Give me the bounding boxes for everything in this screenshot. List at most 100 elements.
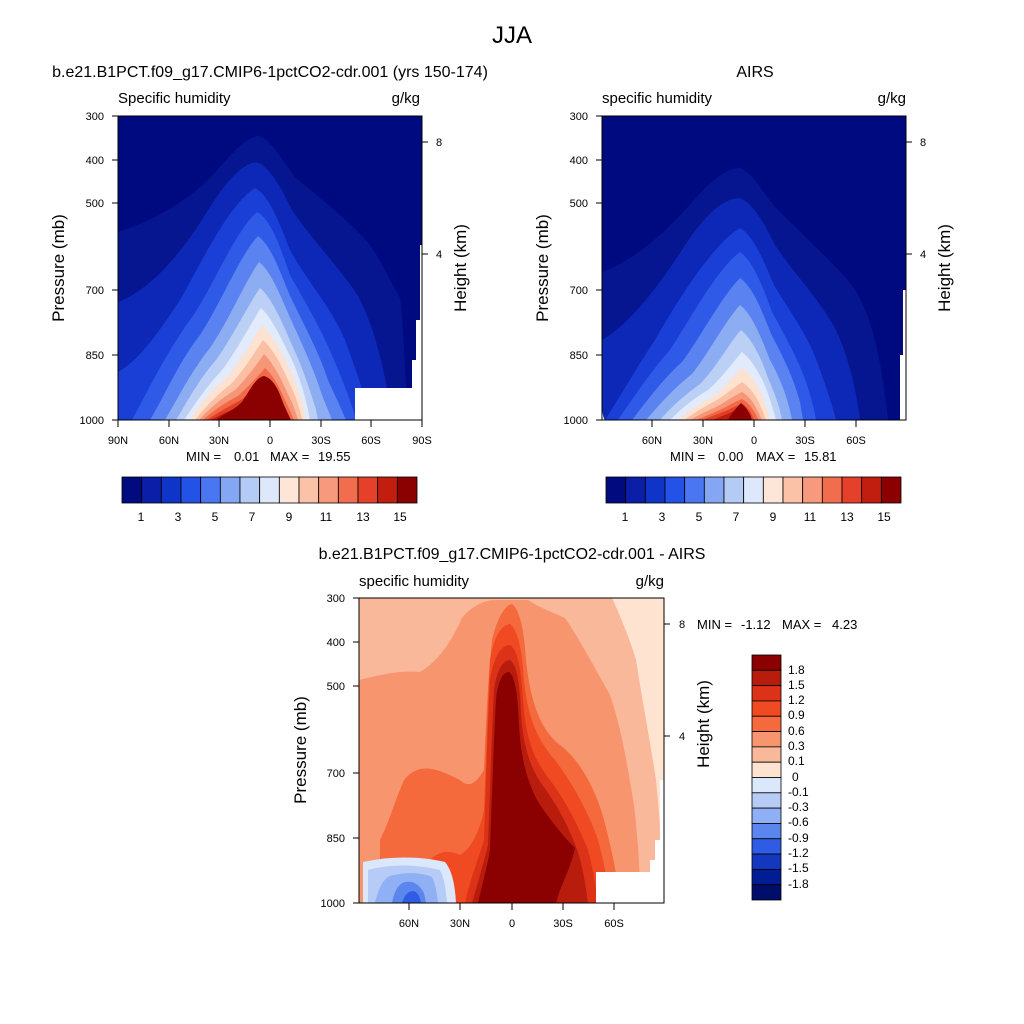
stats-readout: MIN = -1.12 MAX = 4.23 [697,617,857,632]
missing-data-region [596,780,664,903]
panel-airs-subtitle-right: g/kg [878,90,906,107]
colorbar-swatch [751,792,782,809]
colorbar-swatch [605,476,627,504]
x-ticks: 60N 30N 0 30S 60S [399,903,624,930]
colorbar-swatch [821,476,843,504]
panel-airs: AIRS specific humidity g/kg [533,64,954,524]
x-ticks: 60N 30N 0 30S 60S [642,420,866,447]
panel-model-plot-area [117,115,423,421]
colorbar-swatch [239,476,261,504]
colorbar-swatch [861,476,882,504]
colorbar-swatch [703,476,725,504]
y-axis-label: Pressure (mb) [533,214,552,322]
y-tick-label: 1000 [321,898,345,910]
colorbar-label: 1.5 [788,678,805,692]
colorbar-swatch [751,853,782,870]
colorbar-label: 0.3 [788,739,805,753]
missing-data-region-right [900,290,906,420]
y2-tick-label: 4 [920,249,926,261]
colorbar-label: -1.2 [788,846,809,860]
colorbar-model [121,476,418,504]
colorbar-label: 15 [393,510,407,524]
x-tick-label: 0 [267,435,273,447]
colorbar-label: 1 [622,510,629,524]
y-ticks: 300 400 500 700 850 1000 [321,593,359,910]
missing-data-region [355,245,422,420]
y-tick-label: 850 [570,350,588,362]
colorbar-label: 15 [877,510,891,524]
x-tick-label: 0 [751,435,757,447]
max-label: MAX = [270,449,309,464]
x-tick-label: 30N [209,435,229,447]
colorbar-swatch [751,731,782,748]
panel-difference-subtitle-left: specific humidity [359,573,470,590]
colorbar-swatch [180,476,202,504]
colorbar-swatch [200,476,221,504]
colorbar-swatch [278,476,300,504]
min-value: 0.01 [234,449,259,464]
colorbar-swatch [377,476,398,504]
colorbar-label: 11 [320,510,333,524]
colorbar-label: -1.5 [788,861,809,875]
colorbar-swatch [625,476,646,504]
colorbar-label: 5 [696,510,703,524]
x-tick-label: 60S [604,918,624,930]
x-tick-label: 60N [399,918,419,930]
colorbar-swatch [751,777,782,794]
y2-tick-label: 4 [679,731,685,743]
max-label: MAX = [756,449,795,464]
colorbar-airs-labels: 1 3 5 7 9 11 13 15 [622,510,891,524]
contour-level-16 [728,403,752,420]
y2-axis-label: Height (km) [935,224,954,312]
y-axis-label: Pressure (mb) [291,696,310,804]
colorbar-label: 11 [804,510,817,524]
stats-readout: MIN = 0.01 MAX = 19.55 [186,449,351,464]
min-label: MIN = [670,449,705,464]
colorbar-swatch [318,476,339,504]
colorbar-swatch [219,476,241,504]
x-tick-label: 30S [311,435,331,447]
colorbar-swatch [751,823,782,840]
missing-data-region-left [602,400,605,420]
x-tick-label: 60S [361,435,381,447]
y-tick-label: 400 [327,637,345,649]
colorbar-label: -0.9 [788,831,809,845]
colorbar-swatch [121,476,143,504]
y2-tick-label: 4 [436,249,442,261]
y-tick-label: 300 [327,593,345,605]
y-tick-label: 700 [570,285,588,297]
panel-model-title: b.e21.B1PCT.f09_g17.CMIP6-1pctCO2-cdr.00… [52,64,488,81]
colorbar-label: 0.1 [788,754,805,768]
colorbar-swatch [664,476,686,504]
colorbar-swatch [160,476,182,504]
y-tick-label: 500 [327,681,345,693]
colorbar-label: 3 [175,510,182,524]
y2-tick-label: 8 [679,619,685,631]
colorbar-swatch [684,476,705,504]
colorbar-label: 0.9 [788,708,805,722]
colorbar-label: 9 [286,510,293,524]
min-value: -1.12 [741,617,771,632]
y-tick-label: 700 [327,768,345,780]
colorbar-label: 13 [356,510,370,524]
min-label: MIN = [186,449,221,464]
contour-level-negative-1.2 [402,891,421,903]
max-label: MAX = [782,617,821,632]
colorbar-swatch [751,746,782,763]
y2-tick-label: 8 [920,137,926,149]
colorbar-swatch [762,476,784,504]
colorbar-label: -0.1 [788,785,809,799]
colorbar-label: 5 [212,510,219,524]
colorbar-airs [605,476,902,504]
min-label: MIN = [697,617,732,632]
colorbar-swatch [141,476,162,504]
colorbar-label: 7 [733,510,740,524]
colorbar-swatch [751,838,782,855]
colorbar-label: 1.8 [788,663,805,677]
colorbar-swatch [751,807,782,824]
max-value: 15.81 [804,449,837,464]
x-tick-label: 60N [159,435,179,447]
colorbar-swatch [396,476,418,504]
colorbar-swatch [298,476,320,504]
stats-readout: MIN = 0.00 MAX = 15.81 [670,449,837,464]
